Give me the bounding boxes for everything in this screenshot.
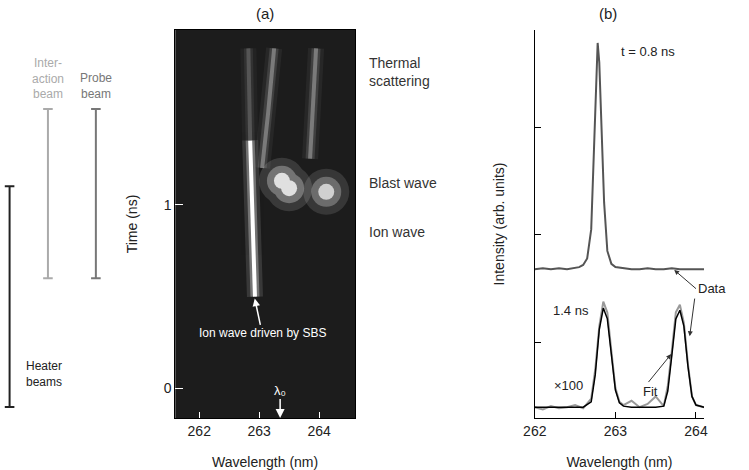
svg-text:Blast wave: Blast wave: [369, 175, 437, 191]
svg-text:Probebeam: Probebeam: [80, 71, 112, 101]
svg-text:Ion wave driven by SBS: Ion wave driven by SBS: [199, 326, 326, 340]
svg-text:264: 264: [684, 423, 708, 439]
svg-text:t = 0.8 ns: t = 0.8 ns: [621, 44, 675, 59]
svg-text:Fit: Fit: [643, 384, 658, 399]
svg-text:Inter-actionbeam: Inter-actionbeam: [32, 56, 64, 101]
svg-text:(a): (a): [256, 5, 274, 22]
svg-text:Data: Data: [698, 281, 726, 296]
svg-text:×100: ×100: [554, 378, 583, 393]
svg-text:Thermalscattering: Thermalscattering: [369, 55, 430, 89]
svg-text:264: 264: [307, 423, 331, 439]
svg-text:262: 262: [188, 423, 212, 439]
svg-text:263: 263: [604, 423, 628, 439]
svg-text:Wavelength (nm): Wavelength (nm): [566, 454, 672, 470]
svg-text:263: 263: [247, 423, 271, 439]
svg-text:λ₀: λ₀: [274, 383, 286, 398]
svg-text:Heaterbeams: Heaterbeams: [26, 359, 62, 389]
svg-text:(b): (b): [599, 5, 617, 22]
svg-text:Intensity (arb. units): Intensity (arb. units): [491, 163, 507, 286]
svg-text:0: 0: [164, 380, 172, 396]
svg-text:Ion wave: Ion wave: [369, 224, 425, 240]
svg-text:262: 262: [523, 423, 547, 439]
svg-text:Time (ns): Time (ns): [124, 195, 140, 254]
svg-text:Wavelength (nm): Wavelength (nm): [212, 454, 318, 470]
svg-text:1.4 ns: 1.4 ns: [553, 303, 589, 318]
svg-text:1: 1: [164, 197, 172, 213]
